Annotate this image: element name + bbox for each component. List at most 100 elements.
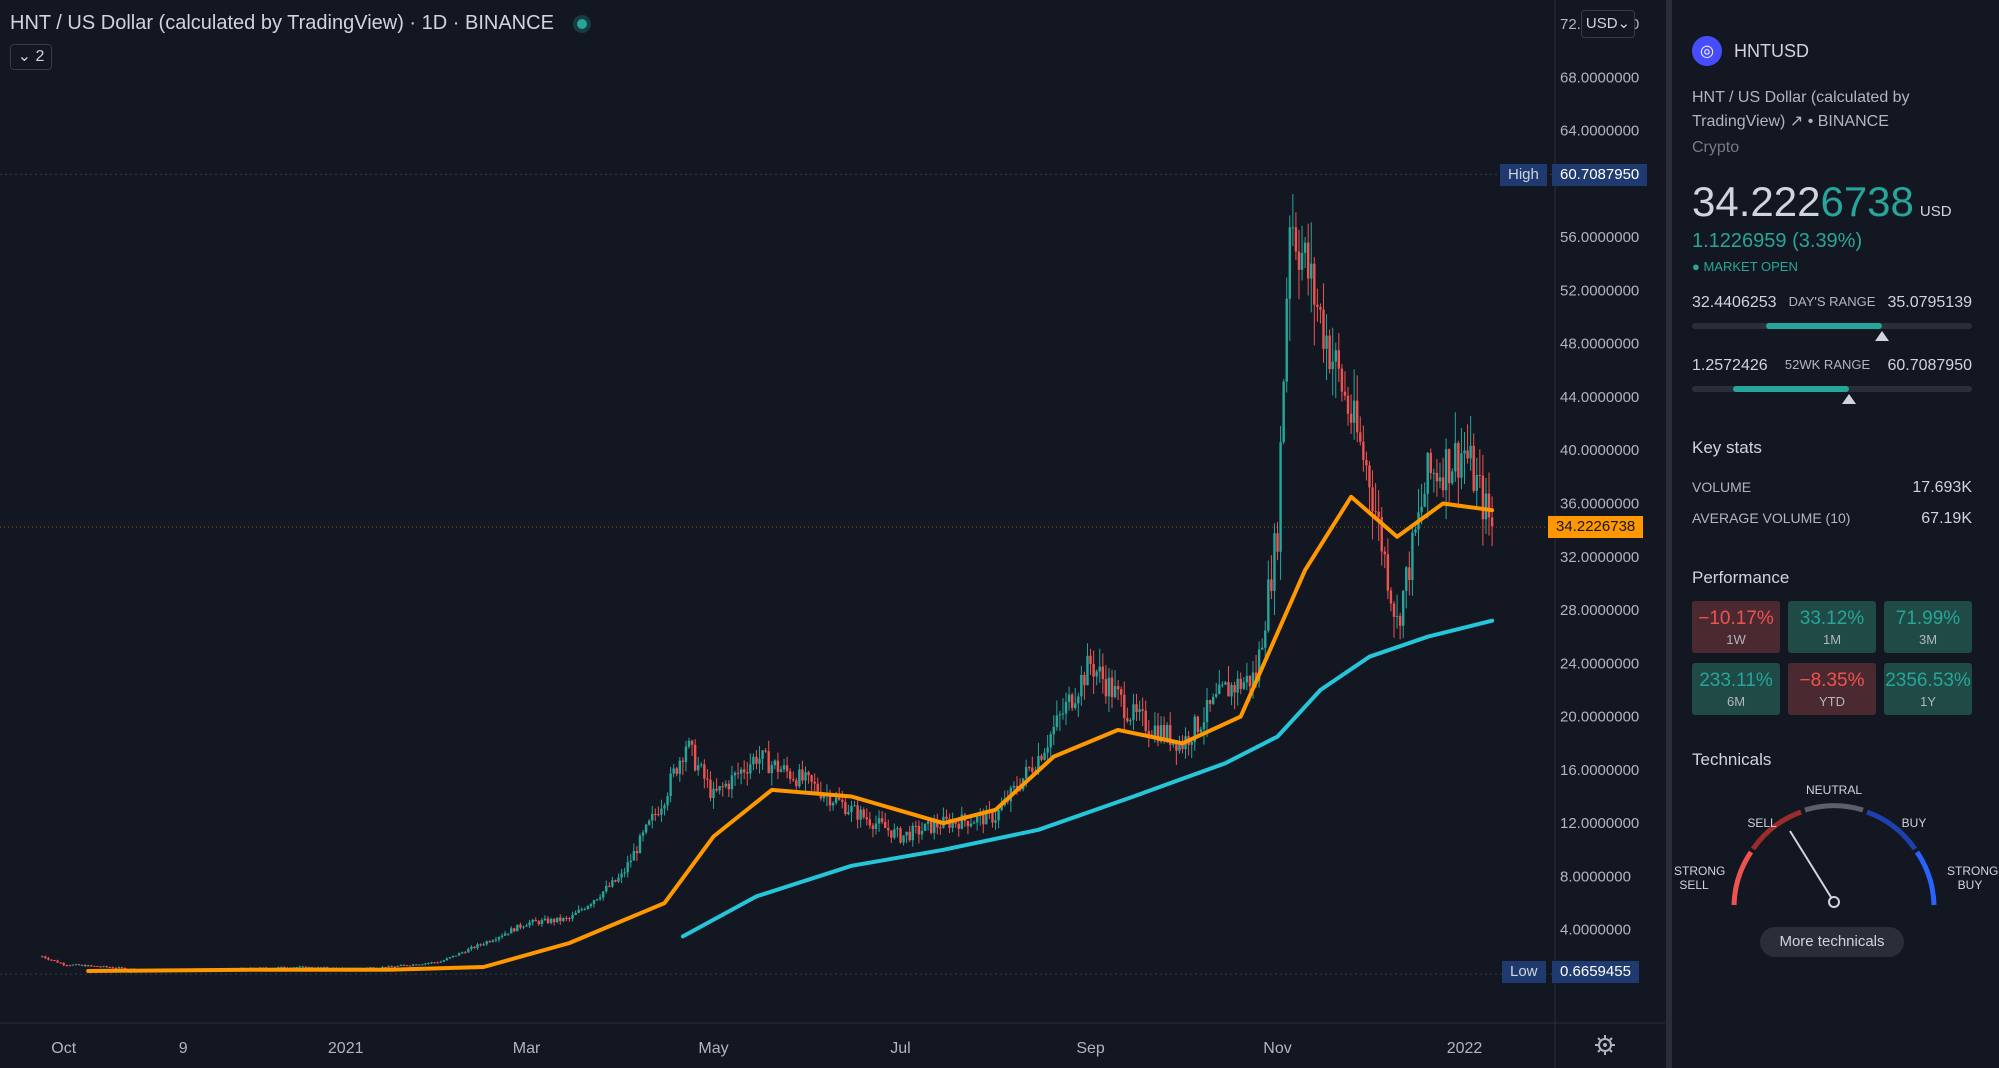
candle-body: [1107, 677, 1111, 697]
candle-body: [1374, 511, 1377, 513]
gauge-needle: [1789, 830, 1835, 903]
candle-body: [733, 772, 737, 776]
candle-body: [1300, 252, 1304, 270]
candle-body: [969, 823, 973, 827]
candle-body: [552, 919, 556, 922]
candle-body: [1463, 450, 1466, 454]
performance-cell-1y[interactable]: 2356.53% 1Y: [1884, 663, 1972, 715]
candle-body: [1371, 487, 1374, 512]
candle-body: [614, 880, 617, 882]
candle-body: [844, 801, 847, 815]
price-chart[interactable]: 72.000000068.000000064.000000056.0000000…: [0, 0, 1665, 1068]
performance-title: Performance: [1692, 568, 1790, 587]
symbol-title[interactable]: HNT / US Dollar (calculated by TradingVi…: [10, 12, 588, 35]
gauge-sell-label: SELL: [1747, 816, 1777, 830]
price-main: 34.222: [1692, 178, 1821, 225]
days-range-label: DAY'S RANGE: [1788, 294, 1876, 309]
candle-body: [1408, 567, 1411, 581]
candle-body: [703, 764, 706, 779]
candle-body: [1414, 529, 1417, 533]
candle-body: [53, 959, 56, 961]
currency-button[interactable]: USD⌄: [1581, 10, 1635, 38]
candle-body: [556, 917, 559, 922]
time-tick-label: 2021: [328, 1040, 364, 1057]
candle-body: [1349, 413, 1353, 423]
candle-body: [693, 744, 697, 771]
candle-body: [418, 964, 421, 966]
candle-body: [1239, 678, 1242, 689]
performance-cell-ytd[interactable]: −8.35% YTD: [1788, 663, 1876, 715]
candle-body: [1267, 579, 1270, 631]
performance-cell-3m[interactable]: 71.99% 3M: [1884, 601, 1972, 653]
candle-body: [687, 740, 691, 747]
candle-body: [464, 952, 467, 954]
candle-body: [1451, 471, 1454, 484]
candle-body: [277, 967, 280, 969]
low-value: 0.6659455: [1560, 963, 1631, 980]
current-price-tag: 34.2226738: [1548, 516, 1644, 538]
candle-body: [1270, 579, 1273, 591]
panel-divider[interactable]: [1666, 0, 1672, 1068]
candle-body: [1061, 713, 1065, 715]
price-tick-label: 4.0000000: [1560, 922, 1631, 939]
performance-cell-1w[interactable]: −10.17% 1W: [1692, 601, 1780, 653]
perf-value: 33.12%: [1799, 607, 1865, 629]
candle-body: [880, 818, 884, 822]
perf-value: 2356.53%: [1885, 669, 1971, 691]
candle-body: [123, 967, 127, 970]
candle-body: [1444, 449, 1448, 491]
candle-body: [1343, 391, 1347, 396]
candle-body: [660, 808, 663, 815]
settings-gear-icon[interactable]: [1594, 1034, 1616, 1056]
candle-body: [99, 966, 102, 968]
panel-header[interactable]: ◎ HNTUSD: [1692, 36, 1809, 66]
days-range-bar: [1692, 323, 1972, 341]
candle-body: [1080, 675, 1083, 697]
wk52-range-marker-icon: [1841, 394, 1856, 404]
chart-area[interactable]: 72.000000068.000000064.000000056.0000000…: [0, 0, 1665, 1068]
candle-body: [1368, 465, 1371, 488]
candle-body: [114, 967, 118, 969]
avg-volume-value: 67.19K: [1921, 510, 1972, 527]
gauge-neutral-arc: [1804, 803, 1864, 813]
candle-body: [1043, 752, 1046, 760]
candle-body: [1405, 567, 1408, 591]
candle-body: [1472, 445, 1475, 491]
volume-value: 17.693K: [1912, 479, 1972, 496]
candle-body: [298, 966, 301, 968]
performance-cell-6m[interactable]: 233.11% 6M: [1692, 663, 1780, 715]
candle-body: [1478, 475, 1482, 477]
candle-body: [746, 772, 749, 774]
candle-body: [482, 944, 485, 946]
candle-body: [709, 779, 712, 799]
candle-body: [586, 905, 590, 910]
market-status: ● MARKET OPEN: [1692, 259, 1798, 274]
candle-body: [641, 832, 645, 836]
chevron-down-icon: ⌄: [1617, 15, 1631, 32]
candle-body: [436, 962, 439, 964]
candle-body: [923, 823, 927, 831]
technicals-gauge[interactable]: STRONG SELL SELL NEUTRAL BUY STRONG BUY: [1672, 780, 1999, 920]
gauge-buy-label: BUY: [1901, 816, 1927, 830]
time-tick-label: 2022: [1447, 1040, 1483, 1057]
candle-body: [601, 891, 605, 898]
external-link-icon[interactable]: ↗: [1789, 113, 1804, 130]
candle-body: [80, 965, 84, 967]
candle-body: [991, 811, 994, 823]
interval-label: 1D: [421, 12, 448, 34]
candle-body: [430, 962, 433, 964]
symbol-description: HNT / US Dollar (calculated by TradingVi…: [10, 12, 404, 34]
wk52-range-row: 1.2572426 52WK RANGE 60.7087950: [1692, 357, 1972, 375]
indicators-toggle-button[interactable]: ⌄ 2: [10, 44, 52, 70]
candle-body: [494, 939, 498, 941]
candle-body: [982, 813, 985, 825]
candle-body: [764, 750, 767, 752]
candle-body: [525, 925, 528, 927]
more-technicals-button[interactable]: More technicals: [1760, 927, 1904, 957]
performance-cell-1m[interactable]: 33.12% 1M: [1788, 601, 1876, 653]
wk52-range-high: 60.7087950: [1887, 357, 1972, 374]
perf-period: 3M: [1918, 631, 1938, 647]
candle-body: [1288, 227, 1291, 299]
candle-body: [1141, 709, 1144, 711]
candle-body: [1356, 400, 1359, 433]
